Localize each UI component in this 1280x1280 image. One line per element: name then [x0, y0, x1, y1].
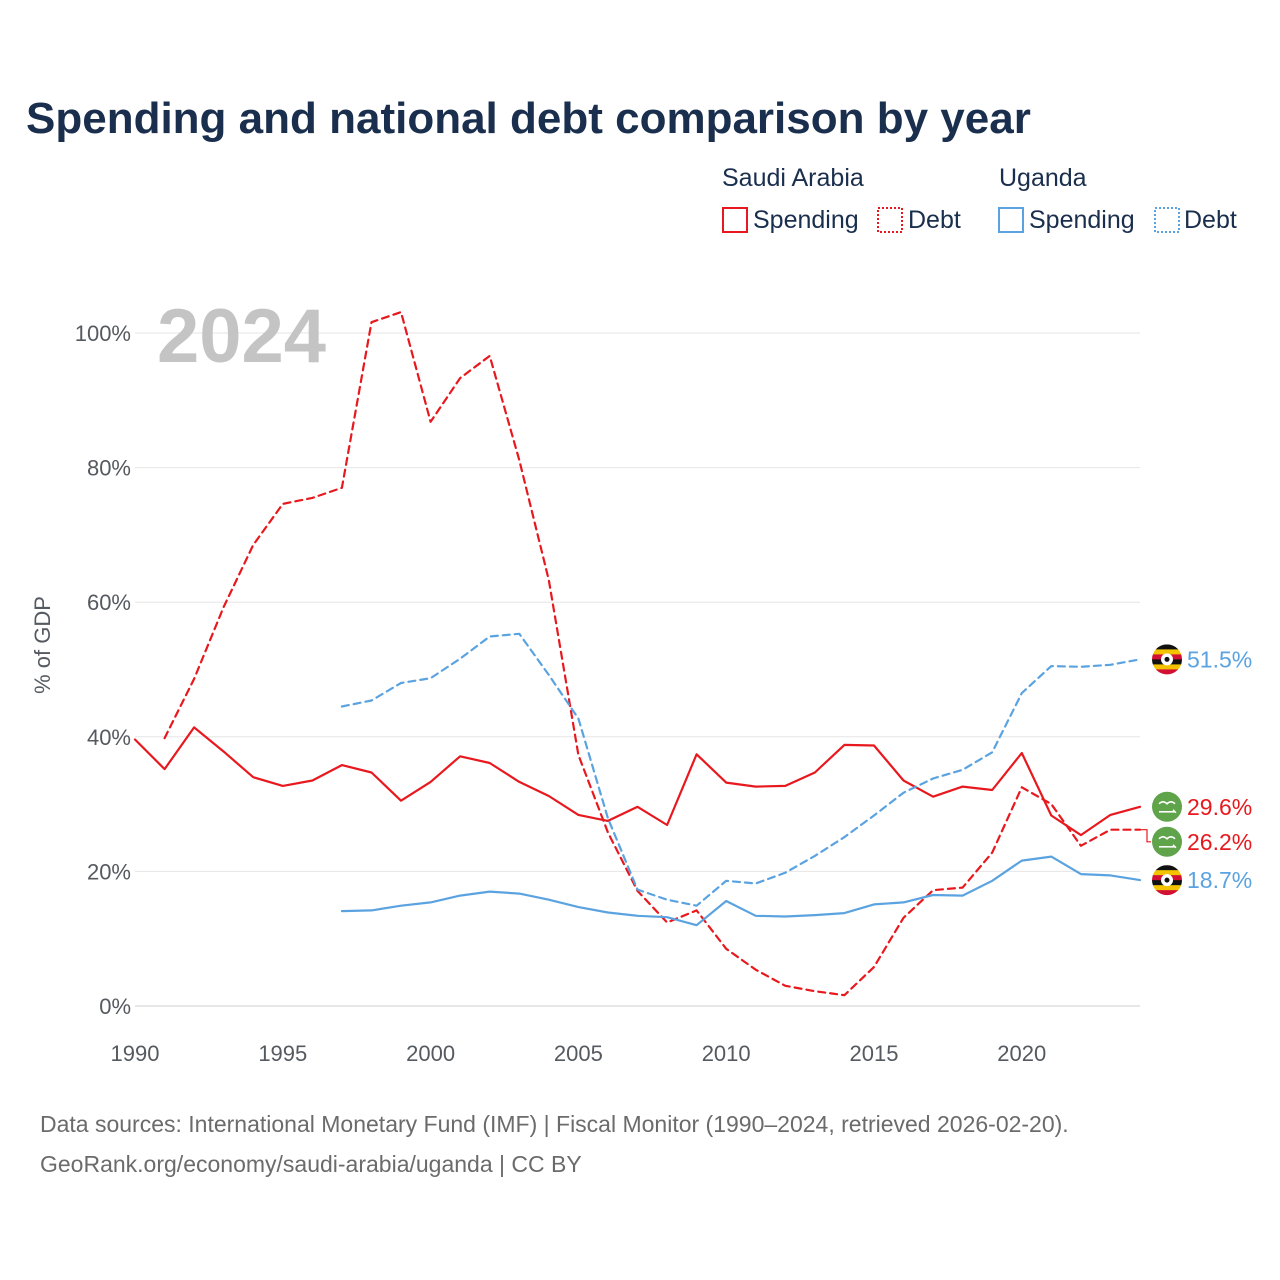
x-axis-ticks: 1990 1995 2000 2005 2010 2015 2020 [111, 1041, 1047, 1066]
source-line-2[interactable]: GeoRank.org/economy/saudi-arabia/uganda … [40, 1151, 582, 1177]
series-lines [133, 311, 1142, 997]
end-label-saudi-spending: 29.6% [1187, 794, 1252, 820]
x-tick-label: 1990 [111, 1041, 160, 1066]
chart-title: Spending and national debt comparison by… [26, 94, 1031, 143]
y-tick-label: 40% [87, 725, 131, 750]
series-line-saudi-debt[interactable] [163, 311, 1142, 997]
legend: Saudi Arabia Spending Debt Uganda Spendi… [722, 164, 1237, 234]
y-axis-ticks: 0% 20% 40% 60% 80% 100% [75, 321, 131, 1019]
y-axis-title: % of GDP [30, 596, 55, 694]
y-tick-label: 100% [75, 321, 131, 346]
y-tick-label: 80% [87, 456, 131, 481]
x-tick-label: 2010 [702, 1041, 751, 1066]
legend-swatch-uganda-debt [1154, 207, 1180, 233]
y-tick-label: 20% [87, 859, 131, 884]
y-tick-label: 60% [87, 590, 131, 615]
x-tick-label: 1995 [258, 1041, 307, 1066]
end-label-connector [1141, 829, 1151, 843]
legend-item-uganda-debt[interactable]: Debt [1184, 206, 1237, 234]
legend-item-saudi-debt[interactable]: Debt [908, 206, 961, 234]
saudi-flag-icon [1152, 826, 1182, 857]
legend-group-uganda[interactable]: Uganda [999, 164, 1087, 192]
end-label-uganda-debt: 51.5% [1187, 646, 1252, 672]
end-markers: 51.5% 29.6% 26.2% 18.7% [1141, 644, 1252, 896]
legend-swatch-uganda-spending [998, 207, 1024, 233]
end-label-saudi-debt: 26.2% [1187, 829, 1252, 855]
gridlines [135, 332, 1140, 1007]
y-tick-label: 0% [99, 994, 131, 1019]
series-line-uganda-spending[interactable] [340, 855, 1142, 927]
uganda-flag-icon [1152, 644, 1182, 675]
saudi-flag-icon [1152, 791, 1182, 822]
x-tick-label: 2005 [554, 1041, 603, 1066]
legend-swatch-saudi-debt [877, 207, 903, 233]
uganda-flag-icon [1152, 865, 1182, 896]
legend-item-uganda-spending[interactable]: Spending [1029, 206, 1135, 234]
source-line-1: Data sources: International Monetary Fun… [40, 1111, 1069, 1137]
series-line-uganda-debt[interactable] [340, 632, 1142, 907]
x-tick-label: 2020 [997, 1041, 1046, 1066]
series-line-saudi-spending[interactable] [133, 726, 1142, 837]
year-label: 2024 [157, 294, 326, 379]
x-tick-label: 2015 [849, 1041, 898, 1066]
x-tick-label: 2000 [406, 1041, 455, 1066]
legend-item-saudi-spending[interactable]: Spending [753, 206, 859, 234]
end-label-uganda-spending: 18.7% [1187, 867, 1252, 893]
legend-group-saudi-arabia[interactable]: Saudi Arabia [722, 164, 864, 192]
legend-swatch-saudi-spending [722, 207, 748, 233]
